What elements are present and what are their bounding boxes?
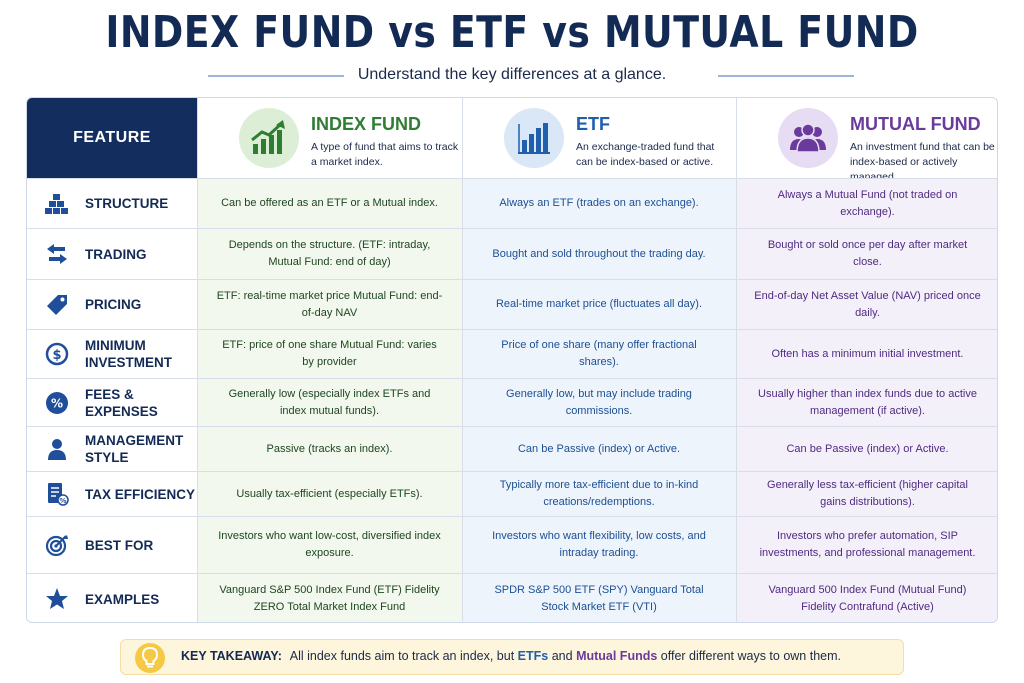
feature-label: MANAGEMENT STYLE: [85, 433, 184, 465]
feature-label: TRADING: [85, 246, 147, 262]
subtitle-block: Understand the key differences at a glan…: [0, 64, 1024, 88]
row-feature-structure: STRUCTURE: [27, 178, 197, 228]
cell-mf-pricing: End-of-day Net Asset Value (NAV) priced …: [736, 279, 997, 329]
bar-chart-icon: [504, 108, 564, 168]
etf-description: An exchange-traded fund that can be inde…: [576, 141, 715, 168]
cell-mf-tax-efficiency: Generally less tax-efficient (higher cap…: [736, 471, 997, 516]
feature-label: STRUCTURE: [85, 196, 169, 211]
people-icon: [778, 108, 838, 168]
cell-index-structure: Can be offered as an ETF or a Mutual ind…: [197, 178, 462, 228]
row-feature-best-for: BEST FOR: [27, 516, 197, 573]
cell-index-fees: Generally low (especially index ETFs and…: [197, 378, 462, 426]
cell-index-best-for: Investors who want low-cost, diversified…: [197, 516, 462, 573]
column-divider: [462, 98, 463, 622]
mutual-fund-name: MUTUAL FUND: [850, 114, 981, 134]
lightbulb-icon: [135, 643, 165, 673]
key-takeaway-banner: KEY TAKEAWAY: All index funds aim to tra…: [120, 639, 904, 675]
trend-chart-icon: [239, 108, 299, 168]
feature-label: TAX EFFICIENCY: [85, 486, 196, 502]
column-divider: [197, 98, 198, 622]
takeaway-mutual-funds: Mutual Funds: [576, 649, 658, 663]
cell-index-trading: Depends on the structure. (ETF: intraday…: [197, 228, 462, 279]
subtitle-rule-right: [718, 75, 854, 77]
takeaway-text: KEY TAKEAWAY: All index funds aim to tra…: [181, 649, 841, 663]
blocks-icon: [45, 192, 69, 216]
cell-etf-minimum-investment: Price of one share (many offer fractiona…: [462, 329, 736, 378]
feature-column-header: FEATURE: [27, 98, 197, 178]
cell-mf-management-style: Can be Passive (index) or Active.: [736, 426, 997, 471]
cell-etf-structure: Always an ETF (trades on an exchange).: [462, 178, 736, 228]
price-tag-icon: [45, 293, 69, 317]
cell-etf-best-for: Investors who want flexibility, low cost…: [462, 516, 736, 573]
svg-text:%: %: [59, 497, 66, 505]
person-icon: [45, 437, 69, 461]
cell-mf-minimum-investment: Often has a minimum initial investment.: [736, 329, 997, 378]
cell-etf-pricing: Real-time market price (fluctuates all d…: [462, 279, 736, 329]
column-divider: [736, 98, 737, 622]
cell-mf-trading: Bought or sold once per day after market…: [736, 228, 997, 279]
feature-label: EXAMPLES: [85, 591, 160, 607]
tax-document-icon: %: [45, 482, 69, 506]
takeaway-text-a: All index funds aim to track an index, b…: [289, 649, 515, 663]
cell-index-tax-efficiency: Usually tax-efficient (especially ETFs).: [197, 471, 462, 516]
cell-mf-fees: Usually higher than index funds due to a…: [736, 378, 997, 426]
etf-name: ETF: [576, 114, 610, 134]
row-feature-examples: EXAMPLES: [27, 573, 197, 622]
index-fund-name: INDEX FUND: [311, 114, 422, 134]
cell-index-pricing: ETF: real-time market price Mutual Fund:…: [197, 279, 462, 329]
row-feature-pricing: PRICING: [27, 279, 197, 329]
cell-etf-examples: SPDR S&P 500 ETF (SPY) Vanguard Total St…: [462, 573, 736, 622]
cell-index-management-style: Passive (tracks an index).: [197, 426, 462, 471]
cell-mf-structure: Always a Mutual Fund (not traded on exch…: [736, 178, 997, 228]
page-title: INDEX FUND vs ETF vs MUTUAL FUND: [105, 7, 919, 58]
takeaway-etfs: ETFs: [517, 649, 549, 663]
index-fund-description: A type of fund that aims to track a mark…: [311, 141, 459, 168]
cell-etf-fees: Generally low, but may include trading c…: [462, 378, 736, 426]
etf-header: ETF An exchange-traded fund that can be …: [462, 98, 736, 178]
cell-mf-examples: Vanguard 500 Index Fund (Mutual Fund) Fi…: [736, 573, 997, 622]
takeaway-label: KEY TAKEAWAY:: [181, 649, 282, 663]
exchange-arrows-icon: [45, 242, 69, 266]
row-feature-fees: % FEES & EXPENSES: [27, 378, 197, 426]
feature-label: MINIMUM INVESTMENT: [85, 338, 173, 370]
feature-label: PRICING: [85, 297, 142, 312]
takeaway-and: and: [551, 649, 573, 663]
comparison-table: FEATURE INDEX FUND A type of fund that a…: [26, 97, 998, 623]
mutual-fund-header: MUTUAL FUND An investment fund that can …: [736, 98, 997, 183]
feature-label: BEST FOR: [85, 537, 154, 553]
subtitle: Understand the key differences at a glan…: [357, 66, 667, 83]
cell-etf-trading: Bought and sold throughout the trading d…: [462, 228, 736, 279]
takeaway-text-b: offer different ways to own them.: [660, 649, 841, 663]
cell-etf-management-style: Can be Passive (index) or Active.: [462, 426, 736, 471]
dollar-coin-icon: $: [45, 342, 69, 366]
star-icon: [45, 587, 69, 611]
cell-index-examples: Vanguard S&P 500 Index Fund (ETF) Fideli…: [197, 573, 462, 622]
svg-text:$: $: [52, 348, 61, 363]
cell-etf-tax-efficiency: Typically more tax-efficient due to in-k…: [462, 471, 736, 516]
target-icon: [45, 533, 69, 557]
cell-mf-best-for: Investors who prefer automation, SIP inv…: [736, 516, 997, 573]
row-feature-trading: TRADING: [27, 228, 197, 279]
row-feature-minimum-investment: $ MINIMUM INVESTMENT: [27, 329, 197, 378]
row-feature-tax-efficiency: % TAX EFFICIENCY: [27, 471, 197, 516]
subtitle-rule-left: [208, 75, 344, 77]
cell-index-minimum-investment: ETF: price of one share Mutual Fund: var…: [197, 329, 462, 378]
index-fund-header: INDEX FUND A type of fund that aims to t…: [197, 98, 462, 178]
svg-text:%: %: [51, 396, 63, 410]
percent-icon: %: [45, 391, 69, 415]
row-feature-management-style: MANAGEMENT STYLE: [27, 426, 197, 471]
feature-label: FEES & EXPENSES: [85, 386, 158, 419]
